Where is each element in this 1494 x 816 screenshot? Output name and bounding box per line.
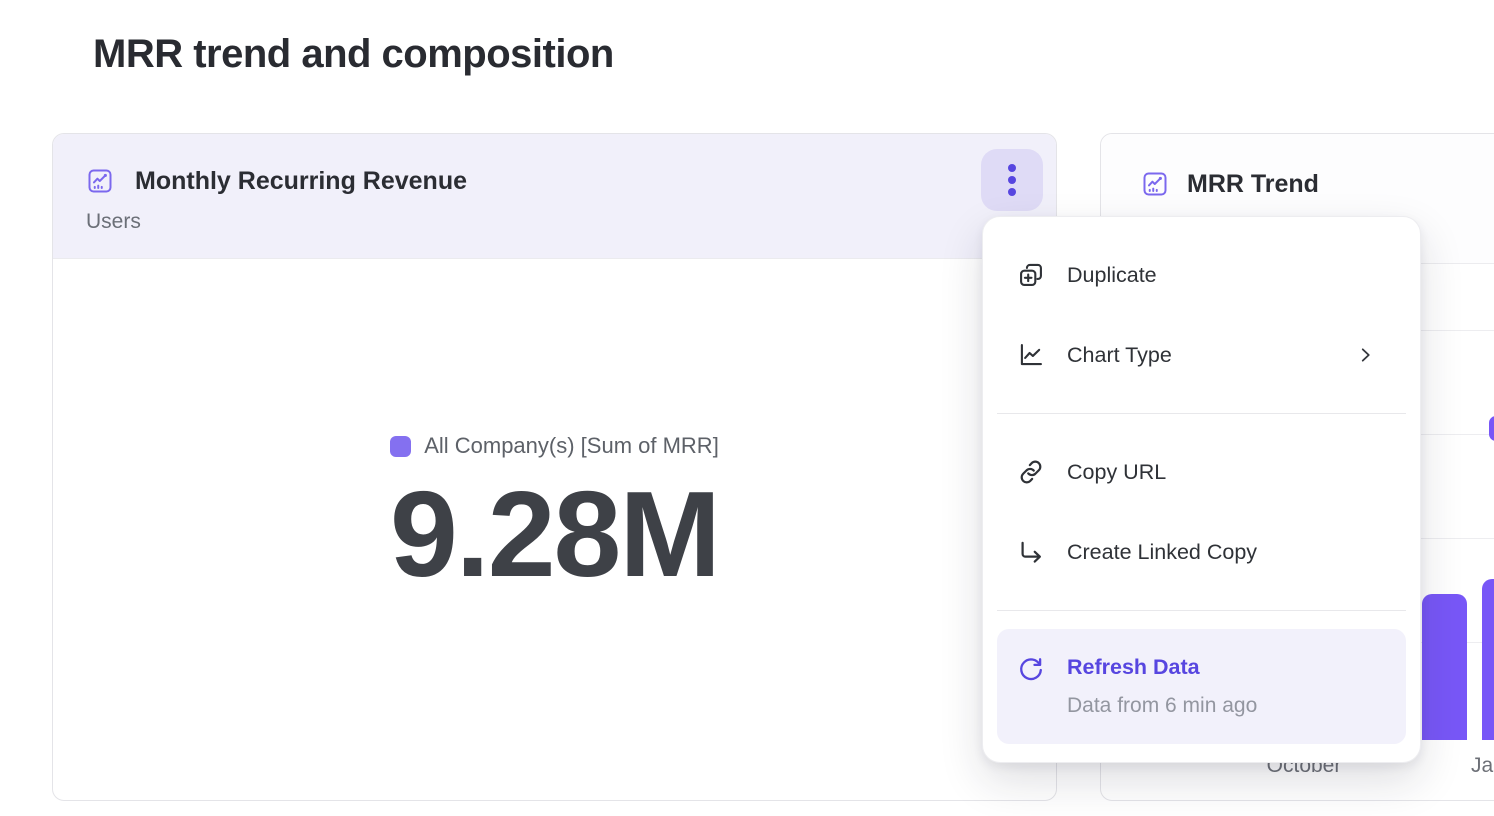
- kebab-menu-button[interactable]: [981, 149, 1043, 211]
- refresh-icon: [1017, 656, 1045, 684]
- trend-card-title: MRR Trend: [1187, 169, 1319, 198]
- linked-copy-arrow-icon: [1017, 538, 1045, 566]
- menu-divider: [997, 610, 1406, 611]
- trend-bar: [1482, 579, 1494, 740]
- chart-widget-icon: [1141, 167, 1169, 201]
- chart-widget-icon: [86, 164, 114, 198]
- menu-item-label: Copy URL: [1067, 459, 1167, 484]
- menu-item-copy-url[interactable]: Copy URL: [997, 432, 1406, 512]
- kpi-card-header: Monthly Recurring Revenue Users: [53, 134, 1056, 259]
- trend-bar: [1422, 594, 1467, 740]
- menu-item-label: Refresh Data: [1067, 655, 1200, 679]
- legend-swatch: [390, 435, 412, 457]
- chevron-right-icon: [1356, 346, 1374, 364]
- kpi-card-title: Monthly Recurring Revenue: [135, 166, 467, 195]
- trend-legend-swatch: [1489, 416, 1494, 441]
- refresh-data-age: Data from 6 min ago: [1067, 694, 1258, 717]
- menu-item-label: Duplicate: [1067, 262, 1157, 287]
- menu-divider: [997, 413, 1406, 414]
- link-icon: [1017, 458, 1045, 486]
- menu-item-refresh-data[interactable]: Refresh Data Data from 6 min ago: [997, 629, 1406, 744]
- x-axis-label: Ja: [1471, 754, 1494, 777]
- kpi-legend: All Company(s) [Sum of MRR]: [390, 433, 719, 459]
- kpi-card: Monthly Recurring Revenue Users All Comp…: [52, 133, 1057, 801]
- kpi-card-body: All Company(s) [Sum of MRR] 9.28M: [53, 247, 1056, 788]
- context-menu: Duplicate Chart Type: [982, 216, 1421, 763]
- legend-label: All Company(s) [Sum of MRR]: [424, 433, 719, 459]
- page-title: MRR trend and composition: [93, 32, 614, 76]
- menu-item-create-linked-copy[interactable]: Create Linked Copy: [997, 512, 1406, 592]
- kpi-card-subtitle: Users: [86, 210, 141, 233]
- menu-item-chart-type[interactable]: Chart Type: [997, 315, 1406, 395]
- menu-item-duplicate[interactable]: Duplicate: [997, 235, 1406, 315]
- menu-item-label: Chart Type: [1067, 342, 1172, 367]
- kebab-icon: [1008, 164, 1016, 196]
- menu-item-label: Create Linked Copy: [1067, 539, 1258, 564]
- duplicate-icon: [1017, 261, 1045, 289]
- chart-type-icon: [1017, 341, 1045, 369]
- kpi-value: 9.28M: [389, 466, 721, 603]
